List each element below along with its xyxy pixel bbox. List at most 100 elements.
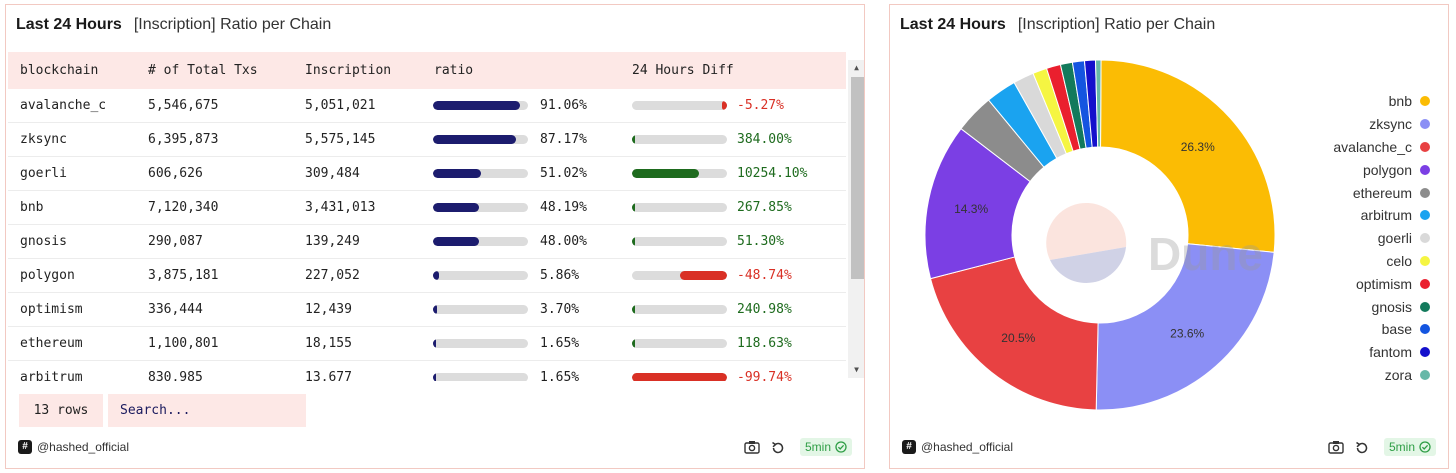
legend-item-zksync[interactable]: zksync — [1290, 113, 1430, 136]
cell-blockchain: ethereum — [20, 336, 83, 351]
legend-item-celo[interactable]: celo — [1290, 250, 1430, 273]
check-circle-icon — [1419, 441, 1431, 453]
refresh-interval-badge[interactable]: 5min — [1383, 438, 1436, 456]
column-header-ratio[interactable]: ratio — [434, 63, 474, 78]
diff-bar — [632, 237, 727, 246]
scroll-down-icon[interactable]: ▼ — [854, 365, 859, 374]
legend-item-avalanche-c[interactable]: avalanche_c — [1290, 136, 1430, 159]
ratio-bar-fill — [433, 203, 479, 212]
cell-ratio-percent: 5.86% — [540, 268, 580, 283]
legend-swatch — [1420, 96, 1430, 107]
cell-blockchain: gnosis — [20, 234, 67, 249]
author-link[interactable]: @hashed_official — [37, 440, 130, 454]
pie-slice-zksync[interactable] — [1095, 243, 1275, 411]
legend-item-zora[interactable]: zora — [1290, 364, 1430, 387]
camera-icon[interactable] — [744, 440, 760, 454]
ratio-bar — [433, 101, 528, 110]
ratio-bar — [433, 169, 528, 178]
diff-bar — [632, 135, 727, 144]
table-row[interactable]: arbitrum 830,985 13,677 1.65% -99.74% — [8, 361, 846, 381]
legend-label: zora — [1384, 366, 1412, 383]
cell-total-txs: 830,985 — [148, 370, 203, 381]
timeframe-label: Last 24 Hours — [900, 16, 1006, 33]
cell-inscription: 5,051,021 — [305, 98, 376, 113]
diff-bar-fill — [632, 339, 635, 348]
scroll-up-icon[interactable]: ▲ — [854, 63, 859, 72]
ratio-bar — [433, 203, 528, 212]
pie-slice-avalanche-c[interactable] — [929, 256, 1099, 411]
diff-bar — [632, 305, 727, 314]
pie-slice-bnb[interactable] — [1100, 59, 1276, 253]
camera-icon[interactable] — [1328, 440, 1344, 454]
legend-label: goerli — [1377, 230, 1412, 247]
table-row[interactable]: optimism 336,444 12,439 3.70% 240.98% — [8, 293, 846, 327]
ratio-bar-fill — [433, 305, 437, 314]
legend-label: optimism — [1355, 275, 1412, 292]
refresh-interval-label: 5min — [804, 440, 831, 454]
diff-bar — [632, 101, 727, 110]
refresh-icon[interactable] — [1354, 440, 1370, 456]
slice-value-label: 20.5% — [1001, 331, 1035, 345]
legend-item-arbitrum[interactable]: arbitrum — [1290, 204, 1430, 227]
cell-diff-percent: -48.74% — [737, 268, 792, 283]
column-header-blockchain[interactable]: blockchain — [20, 63, 99, 78]
legend-item-optimism[interactable]: optimism — [1290, 272, 1430, 295]
table-scrollbar[interactable]: ▲ ▼ — [848, 60, 864, 378]
legend-swatch — [1420, 141, 1430, 152]
refresh-icon[interactable] — [770, 440, 786, 456]
dune-watermark-icon — [1046, 202, 1127, 283]
timeframe-label: Last 24 Hours — [16, 16, 122, 33]
scroll-thumb[interactable] — [851, 77, 864, 279]
author-link[interactable]: @hashed_official — [921, 440, 1014, 454]
legend-item-goerli[interactable]: goerli — [1290, 227, 1430, 250]
legend-item-ethereum[interactable]: ethereum — [1290, 181, 1430, 204]
table-row[interactable]: zksync 6,395,873 5,575,145 87.17% 384.00% — [8, 123, 846, 157]
cell-total-txs: 336,444 — [148, 302, 203, 317]
column-header-inscription[interactable]: Inscription — [305, 63, 392, 78]
table-panel-footer: # @hashed_official 5min — [18, 438, 852, 458]
ratio-bar — [433, 237, 528, 246]
ratio-bar-fill — [433, 169, 482, 178]
ratio-bar-fill — [433, 237, 479, 246]
cell-total-txs: 7,120,340 — [148, 200, 219, 215]
diff-bar-fill — [680, 271, 727, 280]
cell-diff-percent: 10254.10% — [737, 166, 808, 181]
legend-item-polygon[interactable]: polygon — [1290, 158, 1430, 181]
cell-inscription: 227,052 — [305, 268, 360, 283]
legend-swatch — [1420, 233, 1430, 244]
table-row[interactable]: gnosis 290,087 139,249 48.00% 51.30% — [8, 225, 846, 259]
pie-slice-zora[interactable] — [1095, 59, 1102, 148]
legend-item-fantom[interactable]: fantom — [1290, 341, 1430, 364]
table-row[interactable]: avalanche_c 5,546,675 5,051,021 91.06% -5.27… — [8, 89, 846, 123]
slice-value-label: 23.6% — [1170, 326, 1204, 340]
check-circle-icon — [835, 441, 847, 453]
ratio-bar-fill — [433, 339, 436, 348]
column-header-24h-diff[interactable]: 24 Hours Diff — [632, 63, 734, 78]
table-row[interactable]: ethereum 1,100,801 18,155 1.65% 118.63% — [8, 327, 846, 361]
table-row[interactable]: goerli 606,626 309,484 51.02% 10254.10% — [8, 157, 846, 191]
legend-label: bnb — [1388, 93, 1412, 110]
ratio-bar — [433, 271, 528, 280]
refresh-interval-badge[interactable]: 5min — [799, 438, 852, 456]
cell-ratio-percent: 1.65% — [540, 370, 580, 381]
cell-ratio-percent: 87.17% — [540, 132, 587, 147]
legend-item-gnosis[interactable]: gnosis — [1290, 295, 1430, 318]
legend-item-bnb[interactable]: bnb — [1290, 90, 1430, 113]
pie-panel-footer: # @hashed_official 5min — [902, 438, 1436, 458]
cell-diff-percent: 267.85% — [737, 200, 792, 215]
ratio-bar — [433, 305, 528, 314]
dune-hash-icon: # — [18, 440, 32, 454]
search-input[interactable]: Search... — [108, 394, 306, 427]
cell-diff-percent: -5.27% — [737, 98, 784, 113]
legend-swatch — [1420, 369, 1430, 380]
cell-total-txs: 6,395,873 — [148, 132, 219, 147]
legend-item-base[interactable]: base — [1290, 318, 1430, 341]
table-row[interactable]: polygon 3,875,181 227,052 5.86% -48.74% — [8, 259, 846, 293]
cell-blockchain: zksync — [20, 132, 67, 147]
legend-label: polygon — [1362, 161, 1412, 178]
cell-ratio-percent: 48.19% — [540, 200, 587, 215]
column-header-total-txs[interactable]: # of Total Txs — [148, 63, 258, 78]
legend-swatch — [1420, 164, 1430, 175]
table-row[interactable]: bnb 7,120,340 3,431,013 48.19% 267.85% — [8, 191, 846, 225]
ratio-bar — [433, 373, 528, 381]
